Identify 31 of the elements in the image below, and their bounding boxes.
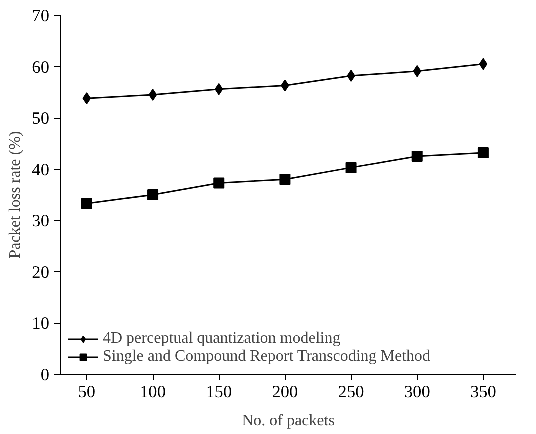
x-tick-label: 200 — [272, 382, 298, 402]
y-tick-label: 70 — [32, 6, 50, 26]
y-tick-label: 60 — [32, 58, 50, 77]
y-tick-label: 40 — [32, 160, 50, 180]
x-tick-label: 150 — [206, 382, 232, 402]
point — [214, 83, 224, 96]
x-tick-label: 100 — [140, 382, 166, 402]
point — [81, 198, 92, 210]
point — [412, 151, 423, 162]
point — [148, 88, 158, 101]
y-axis-title: Packet loss rate (%) — [7, 131, 24, 259]
point — [82, 92, 92, 105]
x-tick-label: 50 — [78, 382, 96, 402]
point — [346, 162, 357, 174]
y-tick-label: 0 — [40, 366, 50, 384]
legend-label: 4D perceptual quantization modeling — [103, 330, 341, 348]
point — [214, 178, 225, 189]
x-tick-label: 300 — [404, 382, 430, 402]
x-tick-label: 250 — [338, 382, 364, 402]
point — [280, 174, 291, 186]
point — [478, 147, 489, 158]
point — [148, 190, 159, 200]
y-tick-label: 10 — [32, 314, 50, 334]
y-tick-label: 50 — [32, 109, 50, 128]
point — [479, 58, 488, 70]
legend-label: Single and Compound Report Transcoding Method — [103, 348, 431, 366]
x-axis-title: No. of packets — [242, 412, 335, 430]
x-tick-label: 350 — [470, 382, 496, 402]
y-tick-label: 30 — [32, 212, 50, 231]
point — [413, 65, 422, 78]
y-tick-label: 20 — [32, 262, 50, 282]
